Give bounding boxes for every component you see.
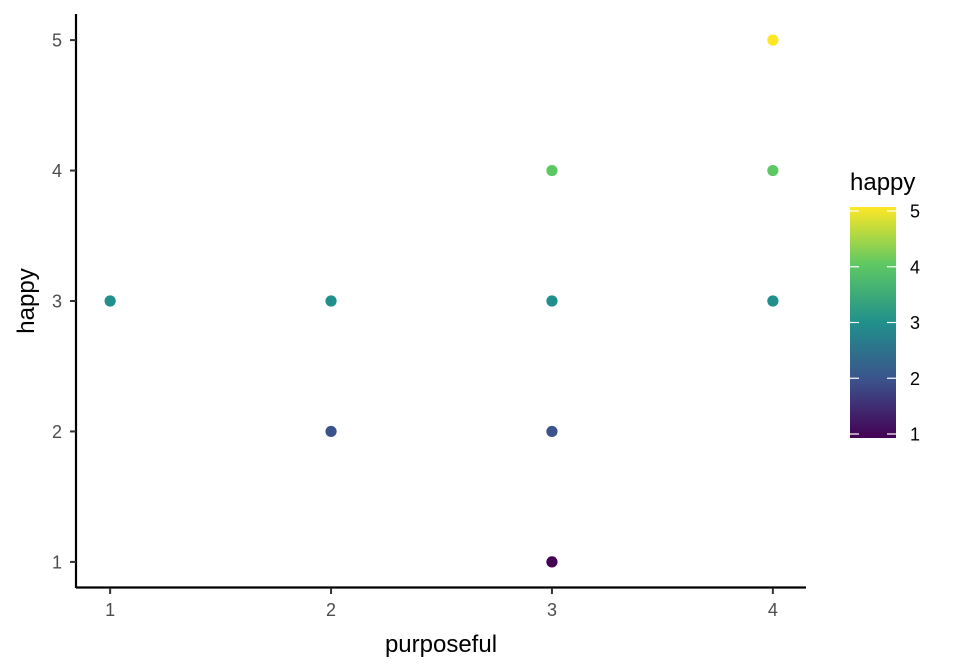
legend-label: 5 [910,202,920,222]
color-legend: happy 1 2 3 4 5 [850,169,920,445]
x-tick-label: 3 [547,600,557,620]
y-axis-title: happy [13,268,40,333]
data-point [546,425,558,438]
legend-label: 2 [910,369,920,389]
legend-ticks: 1 2 3 4 5 [850,202,920,445]
data-point [767,34,779,46]
x-axis-title: purposeful [385,631,497,658]
legend-label: 3 [910,313,920,333]
points-layer [104,34,779,568]
x-tick-label: 4 [768,600,778,620]
data-point [546,295,558,307]
plot-area: 1 2 3 4 5 1 2 3 4 [52,14,806,620]
data-point [325,295,337,307]
y-tick-label: 4 [52,161,62,181]
legend-label: 4 [910,257,920,277]
legend-label: 1 [910,425,920,445]
y-tick-label: 3 [52,292,62,312]
data-point [767,164,779,177]
x-tick-label: 2 [326,600,336,620]
x-axis-ticks: 1 2 3 4 [105,588,778,620]
y-tick-label: 2 [52,422,62,442]
y-tick-label: 1 [52,552,62,572]
data-point [546,556,558,568]
x-tick-label: 1 [105,600,115,620]
y-tick-label: 5 [52,31,62,51]
data-point [767,295,779,307]
y-axis-ticks: 1 2 3 4 5 [52,31,76,572]
data-point [104,295,116,307]
data-point [325,425,337,438]
data-point [546,164,558,177]
legend-title: happy [850,169,915,196]
